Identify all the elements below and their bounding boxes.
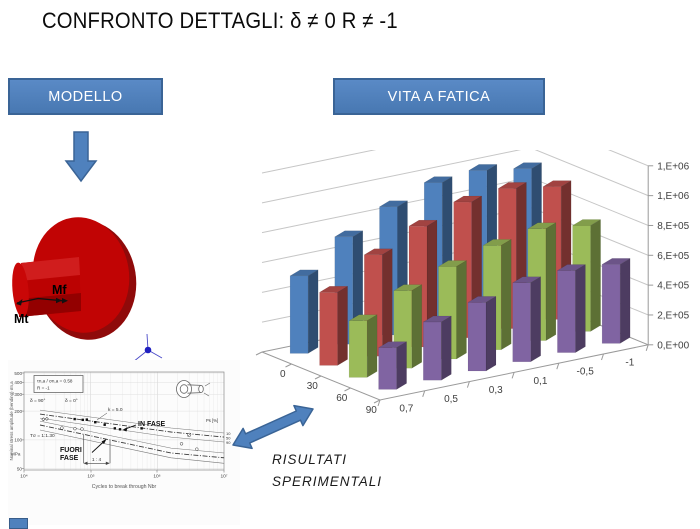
one-to-four-label: 1 : 4: [92, 457, 102, 463]
svg-text:4,E+05: 4,E+05: [657, 281, 689, 292]
p50-label: 50: [226, 436, 231, 441]
one-to-four-bracket: [83, 434, 111, 465]
shaft-cylinder: [12, 257, 81, 318]
bar-s60-c0: [348, 314, 379, 378]
svg-text:1,E+06: 1,E+06: [657, 161, 689, 172]
bar-s90-c3: [511, 276, 542, 363]
bar-s30-c0: [318, 285, 349, 366]
delta-90-label: δ = 90°: [30, 398, 45, 404]
svg-text:90: 90: [366, 405, 378, 416]
svg-text:0,E+00: 0,E+00: [657, 340, 689, 351]
svg-text:0,3: 0,3: [489, 385, 503, 396]
ratio-annotation: τn,a / σn,a = 0.58: [37, 379, 73, 384]
svg-text:1,E+06: 1,E+06: [657, 191, 689, 202]
p10-label: 10: [226, 431, 231, 436]
vita-a-fatica-header-box: VITA A FATICA: [333, 78, 545, 115]
x-tick-1e4: 10⁴: [20, 474, 27, 480]
r-annotation: R = -1: [37, 386, 50, 391]
ps-label: Ps [%]: [206, 418, 218, 423]
bar-s90-c1: [422, 315, 453, 381]
bar-s60-c1: [392, 284, 423, 369]
svg-text:0,7: 0,7: [399, 403, 413, 414]
svg-text:0,5: 0,5: [444, 394, 458, 405]
vita-a-fatica-label: VITA A FATICA: [387, 88, 491, 105]
modello-label: MODELLO: [48, 88, 123, 105]
moment-arrows: [16, 297, 68, 306]
specimen-icon: [176, 380, 211, 398]
svg-text:0: 0: [280, 369, 286, 380]
y-tick-50: 50: [17, 467, 23, 472]
delta-0-label: δ = 0°: [65, 398, 78, 404]
plot-frame: [23, 371, 225, 471]
bar-s0-c0: [289, 269, 320, 354]
bar-s90-c2: [467, 295, 497, 372]
y-axis-title: Nominal stress amplitude (bending) σn,a: [9, 381, 14, 461]
slope-label: k = 5.0: [108, 407, 123, 413]
y-unit-label: MPa: [11, 452, 21, 457]
x-axis-title: Cycles to break through Nbr: [92, 484, 157, 490]
y-tick-100: 100: [14, 438, 22, 443]
x-tick-1e7: 10⁷: [220, 474, 227, 480]
y-tick-400: 400: [14, 380, 22, 385]
bar-s90-c0: [377, 341, 408, 390]
svg-text:-1: -1: [625, 357, 634, 368]
info-box: [33, 375, 84, 393]
y-tick-500: 500: [14, 371, 22, 376]
caption-line-1: RISULTATI: [272, 452, 348, 467]
coordinate-triad-icon: [132, 333, 163, 363]
x-tick-1e5: 10⁵: [87, 474, 94, 480]
fuori-fase-label-2: FASE: [60, 455, 79, 462]
svg-text:8,E+05: 8,E+05: [657, 221, 689, 232]
caption-line-2: SPERIMENTALI: [272, 474, 383, 489]
x-tick-1e6: 10⁶: [153, 474, 160, 480]
modello-header-box: MODELLO: [8, 78, 163, 115]
sn-curve-plot: τn,a / σn,a = 0.58 R = -1 δ = 90° δ = 0°…: [8, 360, 240, 525]
svg-text:60: 60: [336, 393, 348, 404]
down-arrow-icon: [64, 131, 98, 183]
slope-leader-line: [96, 412, 108, 421]
cropped-blue-shape: [9, 518, 28, 529]
bar-s90-c4: [556, 264, 587, 354]
bar-s60-c2: [437, 260, 468, 360]
fuori-fase-label-1: FUORI: [60, 447, 82, 454]
y-tick-300: 300: [14, 392, 22, 397]
data-points: [41, 416, 199, 451]
page-title: CONFRONTO DETTAGLI: δ ≠ 0 R ≠ -1: [42, 8, 398, 33]
fe-model-shaft-flange: Mf Mt: [12, 217, 163, 363]
fatigue-life-3d-bar-chart: 0,E+00 2,E+05 4,E+05 6,E+05 8,E+05 1,E+06 1,E+…: [255, 150, 690, 416]
experimental-results-caption: RISULTATI SPERIMENTALI: [272, 449, 382, 493]
svg-text:6,E+05: 6,E+05: [657, 251, 689, 262]
scatter-index-label: Tσ = 1:1.30: [30, 433, 55, 439]
mt-label: Mt: [14, 312, 29, 326]
in-fase-label: IN FASE: [138, 421, 166, 428]
in-fase-arrow: [122, 424, 137, 432]
p90-label: 90: [226, 440, 231, 445]
svg-text:0,1: 0,1: [533, 376, 547, 387]
svg-text:30: 30: [307, 381, 319, 392]
fuori-fase-arrow: [91, 439, 107, 453]
y-tick-200: 200: [14, 409, 22, 414]
svg-text:-0,5: -0,5: [577, 367, 595, 378]
svg-text:2,E+05: 2,E+05: [657, 310, 689, 321]
bar-s90-c5: [601, 257, 632, 344]
double-arrow-icon: [232, 404, 314, 450]
mf-label: Mf: [52, 283, 67, 297]
